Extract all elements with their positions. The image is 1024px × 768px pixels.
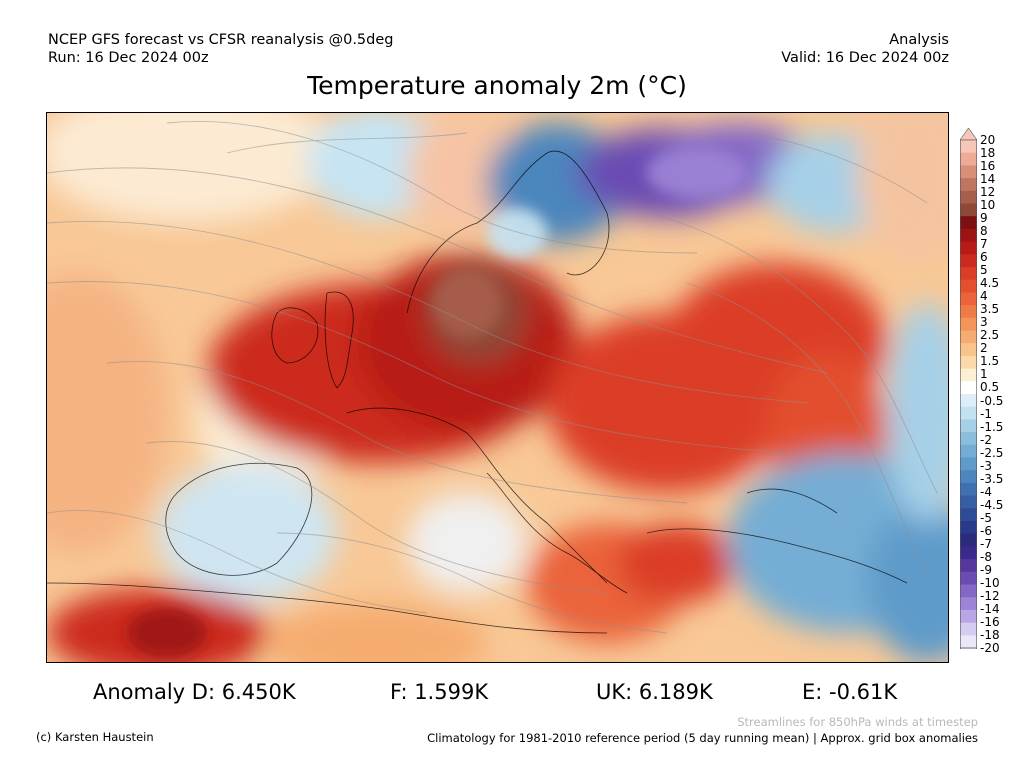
colorbar-segment <box>960 343 977 357</box>
colorbar-tick-label: 2.5 <box>980 328 1000 343</box>
anomaly-map-graphic <box>47 113 948 662</box>
colorbar-segment <box>960 419 977 433</box>
colorbar-tick-label: -3 <box>980 458 992 473</box>
colorbar-segment <box>960 355 977 369</box>
colorbar-tick-label: 10 <box>980 198 996 213</box>
colorbar-tick-label: 9 <box>980 211 988 226</box>
valid-time: Valid: 16 Dec 2024 00z <box>781 50 949 66</box>
colorbar-tick-label: -1.5 <box>980 419 1004 434</box>
colorbar-segment <box>960 444 977 458</box>
colorbar-segment <box>960 533 977 547</box>
colorbar-tick-label: 16 <box>980 159 996 174</box>
colorbar-segment <box>960 241 977 255</box>
colorbar-segment <box>960 635 977 649</box>
colorbar-segment <box>960 432 977 446</box>
anomaly-e: E: -0.61K <box>802 680 898 704</box>
colorbar-segment <box>960 470 977 484</box>
colorbar-tick-label: 6 <box>980 250 988 265</box>
colorbar-tick-label: 7 <box>980 237 988 252</box>
map-title: Temperature anomaly 2m (°C) <box>307 71 687 100</box>
anomaly-f: F: 1.599K <box>390 680 489 704</box>
colorbar-segment <box>960 571 977 585</box>
colorbar-tick-label: 3 <box>980 315 988 330</box>
colorbar-tick-label: -9 <box>980 562 992 577</box>
anomaly-d: Anomaly D: 6.450K <box>93 680 296 704</box>
colorbar-tick-label: 8 <box>980 224 988 239</box>
colorbar-tick-label: -5 <box>980 510 992 525</box>
colorbar-frame <box>960 139 977 649</box>
climatology-note: Climatology for 1981-2010 reference peri… <box>427 731 978 745</box>
colorbar-tick-label: 20 <box>980 133 996 147</box>
colorbar-segment <box>960 546 977 560</box>
colorbar-segment <box>960 317 977 331</box>
colorbar-tick-label: -8 <box>980 549 992 564</box>
colorbar-tick-label: 4 <box>980 289 988 304</box>
colorbar-segment <box>960 622 977 636</box>
colorbar-max-arrow <box>960 128 977 141</box>
colorbar-segment <box>960 190 977 204</box>
credit: (c) Karsten Haustein <box>36 730 154 744</box>
colorbar-segment <box>960 394 977 408</box>
colorbar-segment <box>960 254 977 268</box>
colorbar-segment <box>960 406 977 420</box>
run-time: Run: 16 Dec 2024 00z <box>48 50 209 66</box>
colorbar-tick-label: -3.5 <box>980 471 1004 486</box>
colorbar-segment <box>960 381 977 395</box>
colorbar-tick-label: -7 <box>980 536 992 551</box>
analysis-label: Analysis <box>889 32 949 48</box>
colorbar-segment <box>960 279 977 293</box>
colorbar-segment <box>960 140 977 154</box>
colorbar-segment <box>960 152 977 166</box>
colorbar-tick-label: -4 <box>980 484 992 499</box>
colorbar-tick-label: -6 <box>980 523 992 538</box>
colorbar-tick-label: -18 <box>980 627 1000 642</box>
colorbar-segment <box>960 521 977 535</box>
colorbar-tick-label: 5 <box>980 263 988 278</box>
colorbar-segment <box>960 559 977 573</box>
colorbar-tick-label: 14 <box>980 172 996 187</box>
colorbar-tick-label: 3.5 <box>980 302 1000 317</box>
colorbar-tick-label: -12 <box>980 588 1000 603</box>
colorbar-tick-label: -20 <box>980 641 1000 655</box>
colorbar-segment <box>960 368 977 382</box>
colorbar-tick-label: 12 <box>980 185 996 200</box>
colorbar-tick-label: -14 <box>980 601 1000 616</box>
colorbar-segment <box>960 216 977 230</box>
colorbar-segment <box>960 305 977 319</box>
colorbar-segment <box>960 228 977 242</box>
colorbar-tick-label: 18 <box>980 146 996 161</box>
colorbar-tick-label: -4.5 <box>980 497 1004 512</box>
colorbar-tick-label: 2 <box>980 341 988 356</box>
colorbar-segment <box>960 330 977 344</box>
colorbar-segment <box>960 203 977 217</box>
colorbar-segment <box>960 457 977 471</box>
colorbar-segment <box>960 292 977 306</box>
colorbar-segment <box>960 584 977 598</box>
colorbar-segment <box>960 597 977 611</box>
colorbar-tick-label: -2 <box>980 432 992 447</box>
colorbar-segment <box>960 495 977 509</box>
colorbar-segment <box>960 609 977 623</box>
colorbar-tick-label: 4.5 <box>980 276 1000 291</box>
colorbar-segment <box>960 178 977 192</box>
colorbar-tick-label: -10 <box>980 575 1000 590</box>
anomaly-map <box>46 112 949 663</box>
colorbar-tick-label: 0.5 <box>980 380 1000 395</box>
model-description: NCEP GFS forecast vs CFSR reanalysis @0.… <box>48 32 394 48</box>
colorbar-tick-label: -16 <box>980 614 1000 629</box>
anomaly-uk: UK: 6.189K <box>596 680 713 704</box>
colorbar-segment <box>960 508 977 522</box>
colorbar-segment <box>960 267 977 281</box>
colorbar-segment <box>960 165 977 179</box>
colorbar-tick-label: -2.5 <box>980 445 1004 460</box>
streamlines-note: Streamlines for 850hPa winds at timestep <box>737 715 978 729</box>
colorbar-tick-label: -0.5 <box>980 393 1004 408</box>
colorbar <box>960 128 977 649</box>
colorbar-tick-label: 1 <box>980 367 988 382</box>
colorbar-tick-label: -1 <box>980 406 992 421</box>
colorbar-tick-label: 1.5 <box>980 354 1000 369</box>
colorbar-segment <box>960 482 977 496</box>
